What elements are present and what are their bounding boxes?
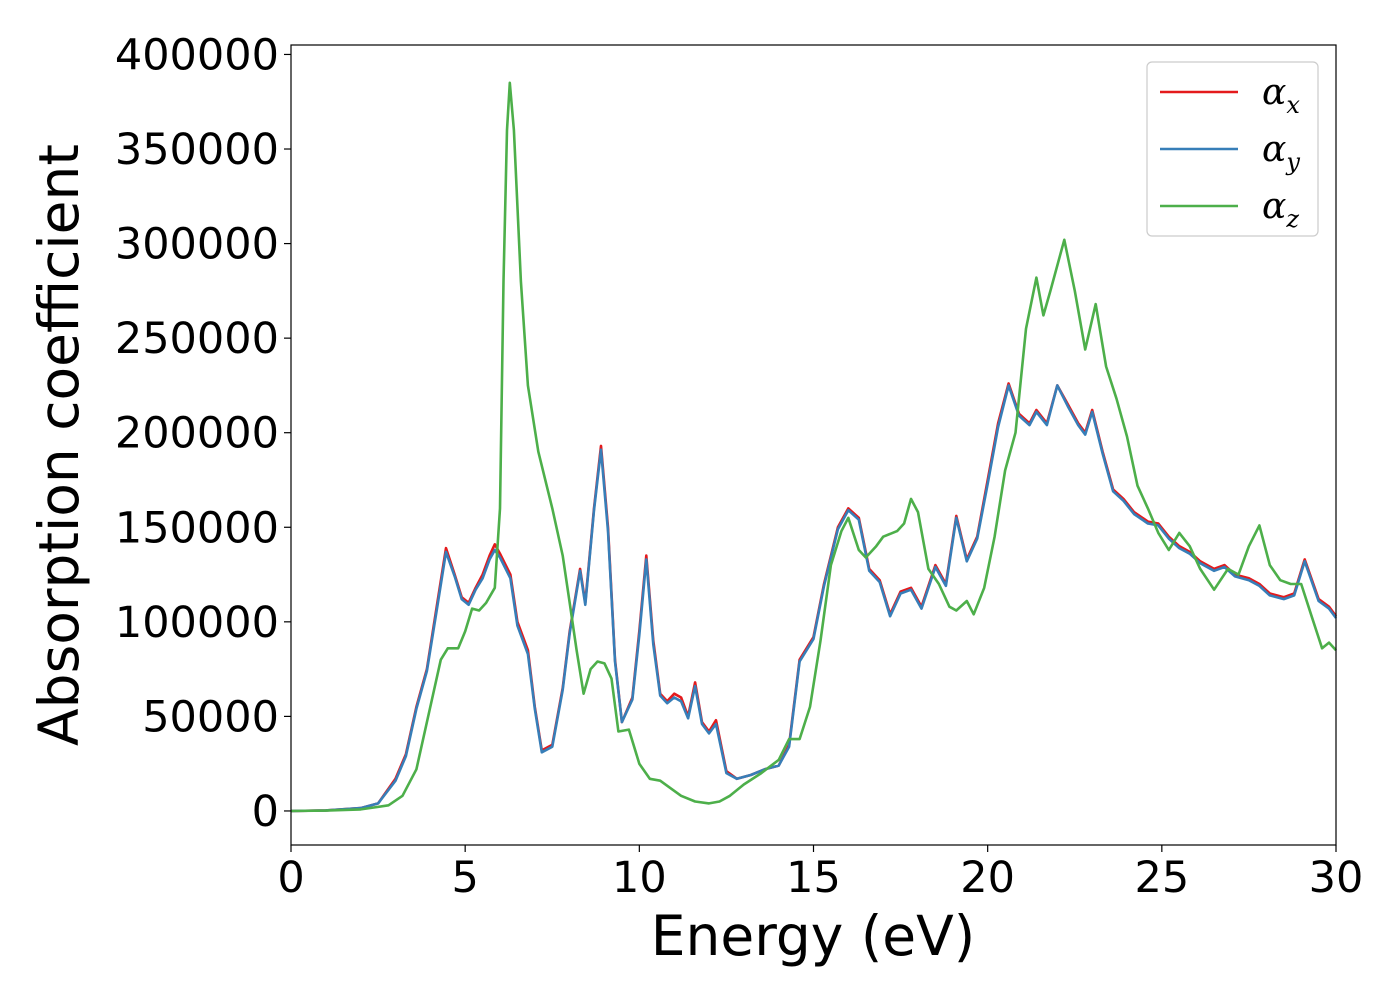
series-line-1 xyxy=(290,384,1338,813)
y-tick-label-3: 150000 xyxy=(115,503,279,553)
y-axis-title: Absorption coefficient xyxy=(27,144,91,746)
x-tick-label-0: 0 xyxy=(277,853,304,903)
y-tick-label-6: 300000 xyxy=(115,220,279,270)
x-axis-title: Energy (eV) xyxy=(651,904,975,968)
y-tick-label-5: 250000 xyxy=(115,314,279,364)
y-tick-label-4: 200000 xyxy=(115,409,279,459)
x-tick-label-2: 10 xyxy=(612,853,667,903)
series-line-2 xyxy=(290,81,1337,813)
y-tick-label-7: 350000 xyxy=(115,125,279,175)
x-axis-ticks: 0 5 10 15 20 25 30 xyxy=(277,845,1363,903)
x-tick-label-6: 30 xyxy=(1309,853,1364,903)
y-tick-label-8: 400000 xyxy=(115,30,279,80)
x-tick-label-3: 15 xyxy=(786,853,841,903)
x-tick-label-1: 5 xyxy=(451,853,478,903)
x-tick-label-5: 25 xyxy=(1134,853,1189,903)
y-tick-label-2: 100000 xyxy=(115,598,279,648)
y-axis-ticks: 0 50000 100000 150000 200000 250000 300000 3500… xyxy=(115,30,291,837)
y-tick-label-1: 50000 xyxy=(142,692,279,742)
series-layer xyxy=(290,81,1338,813)
x-tick-label-4: 20 xyxy=(960,853,1015,903)
y-tick-label-0: 0 xyxy=(252,787,279,837)
